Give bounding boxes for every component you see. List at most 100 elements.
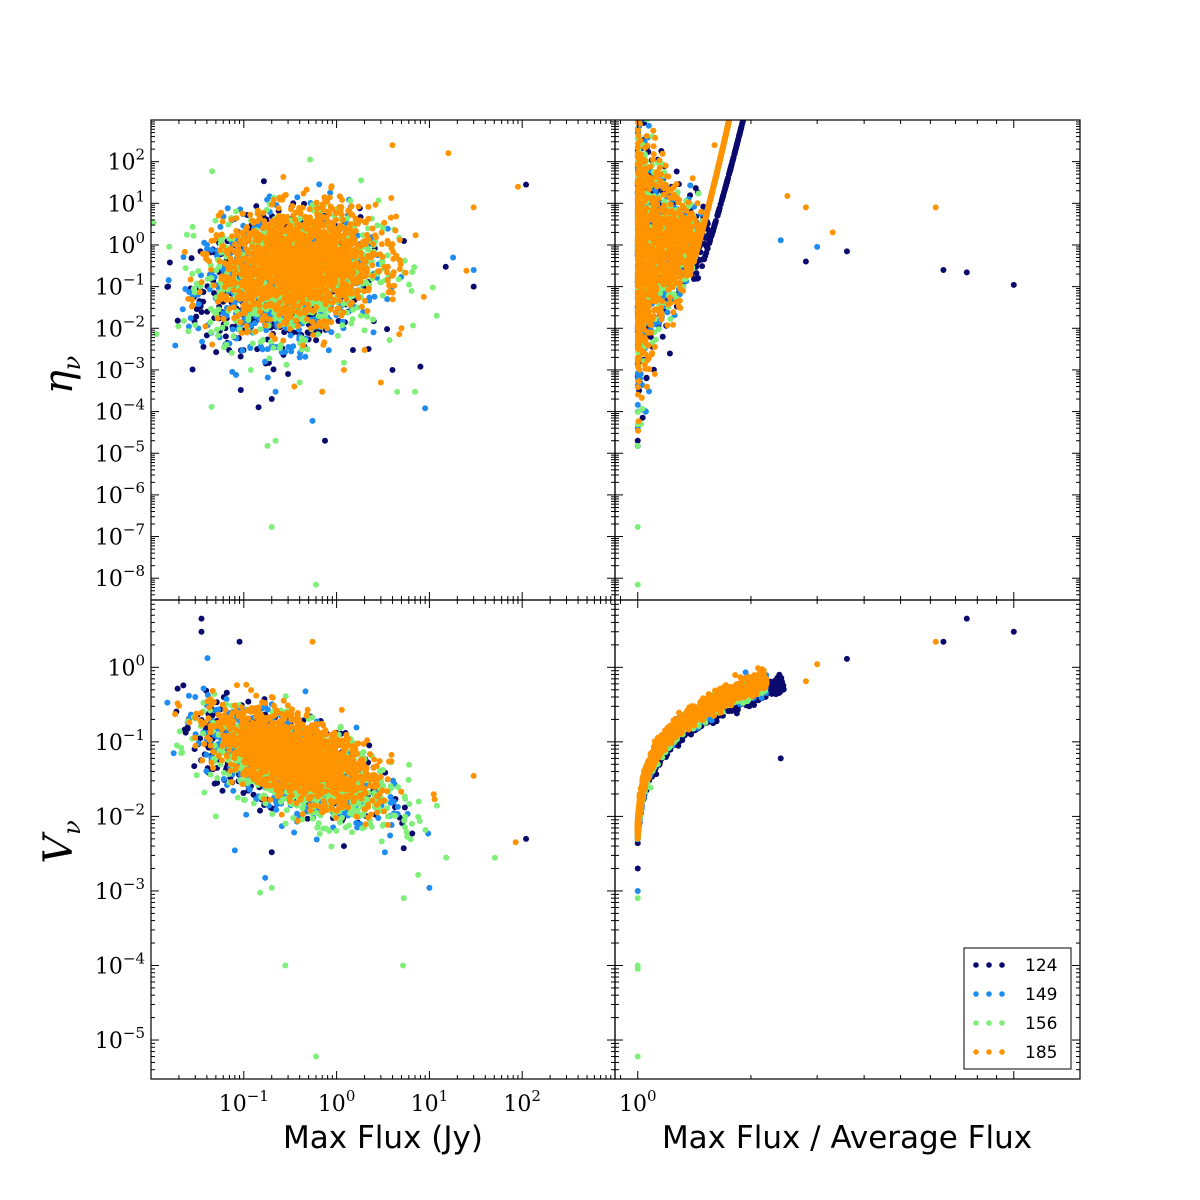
point-124 xyxy=(746,95,752,101)
point-156 xyxy=(307,156,314,163)
point-124 xyxy=(760,30,766,36)
point-185 xyxy=(324,208,331,215)
panel-top-right xyxy=(614,18,1081,601)
point-149 xyxy=(282,348,289,355)
point-185 xyxy=(339,196,346,203)
point-185 xyxy=(260,209,267,216)
point-185 xyxy=(296,247,303,254)
y-tick-label: 10−8 xyxy=(95,562,145,592)
point-185 xyxy=(275,205,282,212)
point-124 xyxy=(843,248,850,255)
point-124 xyxy=(322,437,329,444)
point-156 xyxy=(363,279,370,286)
point-149 xyxy=(734,79,740,85)
point-185 xyxy=(258,269,265,276)
point-185 xyxy=(328,183,335,190)
point-185 xyxy=(293,317,300,324)
point-124 xyxy=(349,347,356,354)
point-149 xyxy=(745,25,751,31)
point-185 xyxy=(228,296,235,303)
point-185 xyxy=(252,328,259,335)
point-124 xyxy=(750,76,756,82)
point-185 xyxy=(355,287,362,294)
point-124 xyxy=(222,333,229,340)
point-185 xyxy=(281,193,288,200)
point-185 xyxy=(390,269,397,276)
point-156 xyxy=(249,310,256,317)
point-124 xyxy=(174,317,181,324)
point-149 xyxy=(640,83,646,89)
point-156 xyxy=(225,221,232,228)
point-185 xyxy=(372,201,379,208)
point-156 xyxy=(214,326,221,333)
point-185 xyxy=(343,286,350,293)
point-185 xyxy=(289,236,296,243)
point-185 xyxy=(299,272,306,279)
point-185 xyxy=(299,231,306,238)
point-124 xyxy=(1010,281,1017,288)
point-149 xyxy=(732,91,738,97)
point-124 xyxy=(744,102,750,108)
point-149 xyxy=(208,246,215,253)
point-156 xyxy=(219,324,226,331)
point-185 xyxy=(305,260,312,267)
point-185 xyxy=(303,186,310,193)
point-185 xyxy=(323,287,330,294)
point-185 xyxy=(243,323,250,330)
point-185 xyxy=(321,228,328,235)
point-185 xyxy=(267,271,274,278)
point-185 xyxy=(216,258,223,265)
point-185 xyxy=(370,240,377,247)
point-185 xyxy=(228,216,235,223)
point-156 xyxy=(166,243,173,250)
point-124 xyxy=(762,24,768,30)
point-156 xyxy=(208,329,215,336)
point-156 xyxy=(214,332,221,339)
point-185 xyxy=(335,238,342,245)
point-185 xyxy=(393,213,400,220)
point-185 xyxy=(241,234,248,241)
point-185 xyxy=(347,270,354,277)
point-156 xyxy=(277,341,284,348)
point-149 xyxy=(664,309,671,316)
point-124 xyxy=(751,72,757,78)
point-185 xyxy=(310,308,317,315)
point-185 xyxy=(249,231,256,238)
point-149 xyxy=(195,301,202,308)
point-124 xyxy=(762,21,768,27)
point-156 xyxy=(363,312,370,319)
point-124 xyxy=(213,349,220,356)
point-124 xyxy=(763,19,769,25)
point-185 xyxy=(278,285,285,292)
point-185 xyxy=(340,281,347,288)
point-185 xyxy=(320,233,327,240)
point-124 xyxy=(198,308,205,315)
point-124 xyxy=(763,18,769,24)
point-156 xyxy=(375,197,382,204)
point-185 xyxy=(347,301,354,308)
point-185 xyxy=(221,259,228,266)
point-185 xyxy=(210,237,217,244)
point-124 xyxy=(747,88,753,94)
point-156 xyxy=(433,312,440,319)
point-156 xyxy=(313,581,320,588)
point-149 xyxy=(645,122,652,129)
point-185 xyxy=(282,320,289,327)
point-185 xyxy=(219,218,226,225)
point-185 xyxy=(213,231,220,238)
point-185 xyxy=(309,318,316,325)
point-185 xyxy=(363,265,370,272)
point-185 xyxy=(348,231,355,238)
point-149 xyxy=(296,354,303,361)
point-185 xyxy=(295,207,302,214)
point-156 xyxy=(223,341,230,348)
point-185 xyxy=(216,247,223,254)
point-149 xyxy=(422,405,429,412)
point-185 xyxy=(316,319,323,326)
point-156 xyxy=(361,327,368,334)
point-124 xyxy=(749,80,755,86)
point-185 xyxy=(294,225,301,232)
point-124 xyxy=(758,40,764,46)
point-185 xyxy=(369,250,376,257)
point-185 xyxy=(357,217,364,224)
